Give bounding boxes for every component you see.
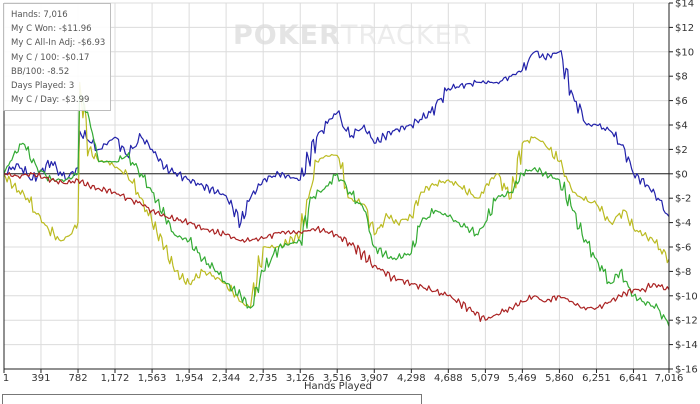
stats-box: Hands: 7,016 My C Won: -$11.96 My C All-… (3, 3, 111, 111)
y-tick-label: $-12 (675, 316, 698, 327)
series-line-1 (3, 50, 670, 229)
x-tick-label: 2,735 (249, 373, 278, 384)
pokertracker-watermark: POKERTRACKER (233, 20, 472, 51)
x-tick-label: 3,126 (286, 373, 315, 384)
y-tick-label: $-8 (675, 267, 691, 278)
x-tick-label: 6,251 (582, 373, 611, 384)
x-tick-label: 4,688 (434, 373, 463, 384)
stat-bb100: BB/100: -8.52 (11, 66, 70, 77)
stat-hands: Hands: 7,016 (11, 10, 68, 20)
series-group (3, 50, 670, 327)
x-tick-label: 1,563 (138, 373, 167, 384)
stat-won: My C Won: -$11.96 (11, 24, 92, 35)
y-tick-label: $-14 (675, 340, 698, 351)
y-tick-label: $14 (675, 0, 694, 10)
x-tick-label: 6,641 (619, 373, 648, 384)
series-line-4 (4, 172, 670, 322)
x-tick-label: 3,907 (360, 373, 389, 384)
x-tick-labels: 1 391 782 1,172 1,563 1,954 2,344 2,735 3,126 3,5… (3, 369, 684, 384)
y-tick-label: $-2 (675, 194, 691, 205)
x-tick-label: 4,298 (397, 373, 426, 384)
y-tick-label: $8 (675, 72, 688, 83)
y-tick-label: $-4 (675, 218, 691, 229)
x-tick-label: 5,079 (471, 373, 500, 384)
x-tick-label: 5,469 (508, 373, 537, 384)
x-tick-label: 391 (31, 373, 50, 384)
y-tick-label: $2 (675, 145, 688, 156)
y-tick-labels: $14 $12 $10 $8 $6 $4 $2 $0 $-2 $-4 $-6 $-8 $-10 $-12 $… (669, 0, 698, 376)
x-tick-label: 3,516 (323, 373, 352, 384)
watermark-light: TRACKER (340, 20, 473, 51)
y-tick-label: $-16 (675, 365, 698, 376)
stat-perday: My C / Day: -$3.99 (11, 95, 90, 106)
series-line-3 (3, 93, 670, 327)
series-line-2 (3, 81, 670, 309)
watermark-bold: POKER (233, 20, 341, 51)
stat-days: Days Played: 3 (11, 81, 75, 92)
x-tick-label: 2,344 (212, 373, 241, 384)
stat-allin: My C All-In Adj: -$6.93 (11, 38, 106, 49)
stat-per100: My C / 100: -$0.17 (11, 52, 90, 63)
y-tick-label: $-6 (675, 243, 691, 254)
y-tick-label: $10 (675, 47, 694, 58)
x-tick-label: 5,860 (545, 373, 574, 384)
x-tick-label: 7,016 (655, 373, 684, 384)
bottom-panel (2, 394, 422, 404)
y-tick-label: $4 (675, 121, 688, 132)
x-axis-label: Hands Played (304, 381, 372, 392)
y-tick-label: $0 (675, 169, 688, 180)
x-tick-label: 1,172 (101, 373, 130, 384)
y-tick-label: $12 (675, 23, 694, 34)
x-tick-label: 1 (3, 373, 9, 384)
y-tick-label: $6 (675, 96, 688, 107)
y-tick-label: $-10 (675, 291, 698, 302)
x-tick-label: 1,954 (175, 373, 204, 384)
x-tick-label: 782 (68, 373, 87, 384)
